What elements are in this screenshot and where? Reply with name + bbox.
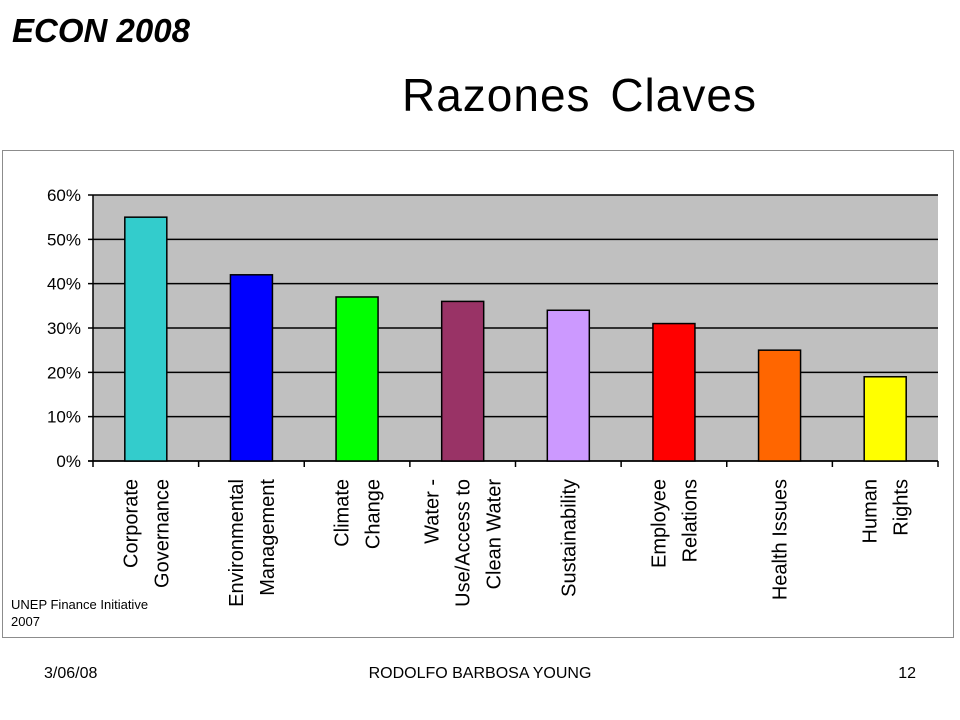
footer-date: 3/06/08	[44, 665, 98, 682]
x-category-label-line: Change	[363, 479, 385, 549]
chart-frame: 0% 10% 20% 30% 40% 50% 60% Corporate Governance E…	[2, 150, 954, 638]
x-category-label-line: Rights	[891, 479, 913, 536]
x-category-label: Employee Relations	[648, 479, 701, 568]
x-category-label: Climate Change	[332, 479, 385, 549]
x-category-label: Human Rights	[860, 479, 913, 543]
x-category-label-line: Governance	[151, 479, 173, 588]
x-category-label-line: Environmental	[226, 479, 248, 607]
x-category-label-line: Clean Water	[484, 479, 506, 590]
bar-6	[652, 322, 696, 462]
x-category-label: Environmental Management	[226, 479, 279, 607]
y-tick-label: 20%	[47, 363, 81, 382]
source-line-2: 2007	[11, 614, 40, 629]
bar-3	[335, 296, 379, 462]
bar-1	[124, 216, 168, 462]
footer-page-number: 12	[898, 665, 916, 682]
y-tick-label: 30%	[47, 319, 81, 338]
x-category-label-line: Relations	[679, 479, 701, 562]
slide-title: Razones Claves	[402, 69, 757, 121]
x-category-label-line: Climate	[332, 479, 354, 547]
x-category-label-line: Health Issues	[770, 479, 792, 600]
x-category-label: Sustainability	[558, 479, 580, 597]
header-title: ECON 2008	[12, 12, 190, 49]
x-category-label-line: Corporate	[120, 479, 142, 568]
x-category-label-line: Employee	[648, 479, 670, 568]
x-category-label: Corporate Governance	[120, 479, 173, 588]
bar-7	[757, 349, 802, 462]
bar-chart: 0% 10% 20% 30% 40% 50% 60% Corporate Governance E…	[47, 186, 939, 607]
y-tick-label: 10%	[47, 408, 81, 427]
y-tick-label: 0%	[56, 452, 81, 471]
bar-5	[546, 309, 591, 462]
x-category-label-line: Human	[860, 479, 882, 543]
x-category-label-line: Sustainability	[558, 479, 580, 597]
bar-2	[229, 274, 274, 462]
bar-4	[440, 300, 485, 462]
x-category-label-line: Management	[257, 479, 279, 596]
x-category-label: Health Issues	[770, 479, 792, 600]
y-tick-label: 50%	[47, 230, 81, 249]
source-line-1: UNEP Finance Initiative	[11, 597, 149, 612]
y-tick-label: 60%	[47, 186, 81, 205]
footer-author: RODOLFO BARBOSA YOUNG	[368, 665, 592, 682]
y-tick-label: 40%	[47, 275, 81, 294]
bar-8	[863, 376, 907, 462]
source-note: UNEP Finance Initiative 2007	[11, 596, 201, 630]
x-category-label-line: Use/Access to	[453, 479, 475, 607]
x-category-label: Water - Use/Access to Clean Water	[422, 479, 506, 607]
x-category-label-line: Water -	[422, 479, 444, 544]
